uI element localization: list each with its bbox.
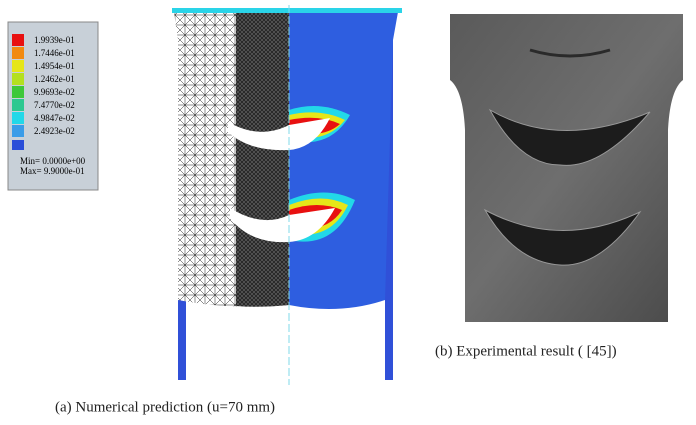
legend-label: 1.2462e-01 xyxy=(34,74,75,84)
legend-label: 7.4770e-02 xyxy=(34,100,75,110)
contour xyxy=(289,12,398,309)
legend-swatch xyxy=(12,73,24,85)
legend-label: 1.4954e-01 xyxy=(34,61,75,71)
simulation xyxy=(172,5,402,385)
photo xyxy=(450,14,683,322)
legend: Min= 0.0000e+00 Max= 9.9000e-01 1.9939e-… xyxy=(8,22,98,190)
legend-max: Max= 9.9000e-01 xyxy=(20,166,85,176)
figure: Min= 0.0000e+00 Max= 9.9000e-01 1.9939e-… xyxy=(0,0,696,425)
legend-swatch xyxy=(12,47,24,59)
legend-min: Min= 0.0000e+00 xyxy=(20,156,86,166)
legend-swatch xyxy=(12,125,24,137)
caption: (a) Numerical prediction (u=70 mm) xyxy=(55,399,275,415)
legend-label: 9.9693e-02 xyxy=(34,87,75,97)
legend-swatch xyxy=(12,99,24,111)
legend-swatch xyxy=(12,140,24,150)
caption: (b) Experimental result ( [45]) xyxy=(435,343,617,359)
figure-canvas: Min= 0.0000e+00 Max= 9.9000e-01 1.9939e-… xyxy=(0,0,696,425)
legend-swatch xyxy=(12,112,24,124)
legend-label: 1.9939e-01 xyxy=(34,35,75,45)
specimen xyxy=(450,14,683,322)
top-band xyxy=(172,8,402,13)
legend-swatch xyxy=(12,86,24,98)
legend-label: 1.7446e-01 xyxy=(34,48,75,58)
legend-label: 4.9847e-02 xyxy=(34,113,75,123)
legend-label: 2.4923e-02 xyxy=(34,126,75,136)
legend-swatch xyxy=(12,34,24,46)
mesh-fine xyxy=(236,12,289,307)
legend-swatch xyxy=(12,60,24,72)
